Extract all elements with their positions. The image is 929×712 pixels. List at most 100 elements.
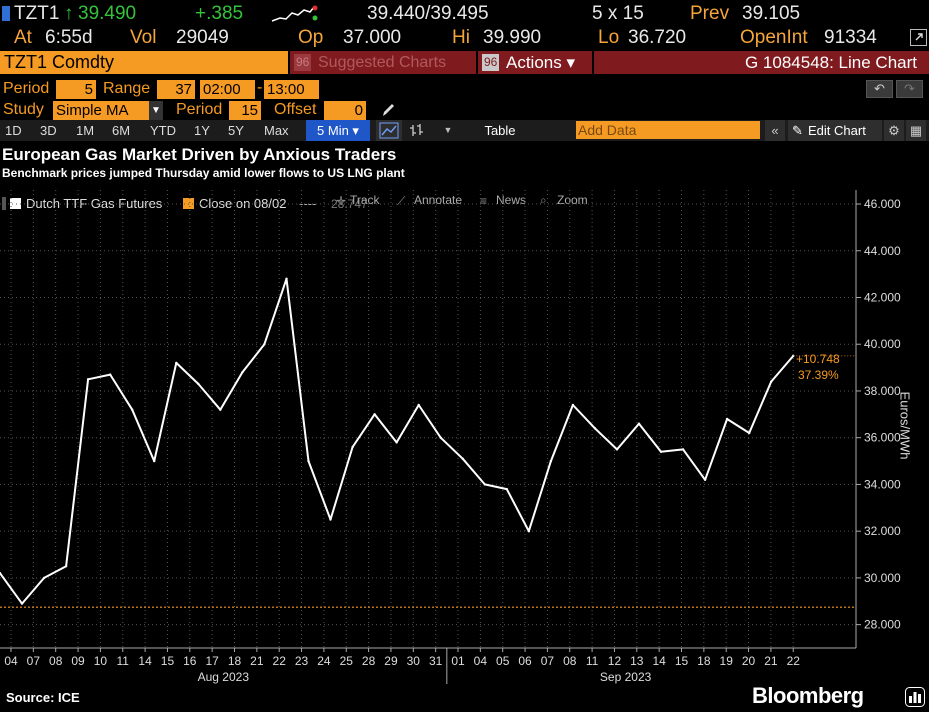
add-data-input[interactable]: Add Data: [576, 121, 760, 139]
range-button-1d[interactable]: 1D: [5, 123, 22, 138]
study-period-input[interactable]: 15: [229, 101, 261, 120]
range-button-5y[interactable]: 5Y: [228, 123, 244, 138]
suggested-num: 96: [294, 54, 312, 71]
series-line-dutch-ttf: [0, 277, 795, 605]
annotate-button[interactable]: Annotate: [414, 193, 463, 207]
line-chart-icon[interactable]: [376, 120, 402, 141]
range-start-input[interactable]: 02:00: [200, 80, 255, 99]
edit-chart-button[interactable]: ✎ Edit Chart: [788, 120, 882, 141]
chart-type-chevron-icon[interactable]: ▼: [443, 125, 453, 135]
zoom-button[interactable]: Zoom: [557, 193, 588, 207]
open-interest-value: 91334: [824, 27, 877, 48]
range-input[interactable]: 37: [157, 80, 195, 99]
news-button[interactable]: News: [496, 193, 527, 207]
redo-icon[interactable]: ↷: [896, 80, 923, 98]
period-label: Period: [3, 80, 50, 97]
settings-icon[interactable]: ⚙: [884, 120, 904, 141]
prev-label: Prev: [690, 3, 730, 24]
range-button-1y[interactable]: 1Y: [194, 123, 210, 138]
x-tick-label: 21: [764, 654, 778, 668]
legend-bar: Dutch TTF Gas Futures Close on 08/02 ---…: [0, 192, 600, 214]
y-tick-label: 44.000: [864, 244, 901, 258]
x-tick-label: 25: [340, 654, 354, 668]
series-label[interactable]: Dutch TTF Gas Futures: [26, 196, 163, 211]
grid-icon[interactable]: ▦: [906, 120, 926, 141]
series-point: [505, 487, 508, 491]
actions-menu[interactable]: 96 Actions ▾: [478, 51, 592, 74]
y-axis-title: Euros/MWh: [897, 391, 913, 460]
collapse-icon[interactable]: «: [765, 120, 785, 141]
quote-row-2: At 6:55d Vol 29049 Op 37.000 Hi 39.990 L…: [0, 26, 929, 49]
open-value: 37.000: [343, 27, 402, 48]
series-point: [263, 343, 266, 346]
x-tick-label: 08: [49, 654, 63, 668]
series-point: [42, 576, 46, 580]
series-point: [483, 483, 486, 486]
series-point: [748, 431, 751, 435]
series-point: [219, 408, 222, 411]
range-button-max[interactable]: Max: [264, 123, 289, 138]
x-tick-label: 09: [71, 654, 85, 668]
x-tick-label: 07: [27, 654, 41, 668]
series-point: [770, 380, 773, 383]
net-change: +.385: [195, 3, 244, 24]
low-label: Lo: [598, 27, 620, 48]
low-value: 36.720: [628, 27, 687, 48]
study-select[interactable]: Simple MA ▼: [53, 101, 163, 120]
close-label[interactable]: Close on 08/02: [199, 196, 287, 211]
series-point: [439, 436, 442, 439]
range-button-1m[interactable]: 1M: [76, 123, 95, 138]
period-input[interactable]: 5: [56, 80, 96, 99]
series-point: [285, 277, 288, 280]
bid-ask: 39.440/39.495: [367, 3, 489, 24]
news-icon: ≡: [480, 194, 488, 208]
range-end-input[interactable]: 13:00: [264, 80, 319, 99]
study-value: Simple MA: [56, 102, 129, 119]
zoom-icon: ⌕: [540, 193, 547, 207]
function-title: G 1084548: Line Chart: [594, 51, 929, 74]
x-tick-label: 30: [407, 654, 421, 668]
offset-input[interactable]: 0: [324, 101, 366, 120]
x-tick-label: 05: [496, 654, 510, 668]
up-arrow-icon: ↑: [64, 3, 74, 24]
x-tick-label: 18: [697, 654, 711, 668]
series-point: [0, 572, 2, 575]
x-tick-label: 10: [94, 654, 108, 668]
series-point: [703, 478, 707, 481]
x-tick-label: 28: [362, 654, 376, 668]
table-button[interactable]: Table: [484, 123, 516, 138]
undo-icon[interactable]: ↶: [866, 80, 893, 98]
close-swatch: [183, 198, 194, 209]
high-label: Hi: [452, 27, 470, 48]
ticker[interactable]: TZT1: [14, 3, 60, 24]
x-tick-label: 21: [250, 654, 264, 668]
y-tick-label: 38.000: [864, 384, 901, 398]
y-tick-label: 40.000: [864, 337, 901, 351]
series-layer: [0, 277, 856, 605]
chart-toolbar: 1D 3D 1M 6M YTD 1Y 5Y Max 5 Min ▾ ▼ Table Add D…: [0, 120, 929, 141]
range-button-ytd[interactable]: YTD: [150, 123, 176, 138]
series-point: [86, 378, 90, 381]
suggested-charts-button[interactable]: 96 Suggested Charts: [290, 51, 476, 74]
track-button[interactable]: Track: [350, 193, 380, 207]
price-chart[interactable]: 28.000 30.000 32.000 34.000 36.000 38.000 40.0…: [0, 184, 929, 684]
series-point: [527, 530, 530, 533]
percent-annotation: 37.39%: [798, 368, 839, 382]
chart-badge-icon: [905, 687, 925, 707]
y-tick-label: 34.000: [864, 477, 901, 491]
popout-icon[interactable]: [910, 29, 927, 46]
source-note: Source: ICE: [6, 690, 80, 705]
bar-chart-icon[interactable]: [404, 120, 430, 141]
security-field[interactable]: TZT1 Comdty: [0, 51, 288, 74]
pencil-icon[interactable]: [380, 101, 396, 119]
range-dash: -: [257, 79, 263, 96]
last-price: 39.490: [78, 3, 137, 24]
range-button-6m[interactable]: 6M: [112, 123, 131, 138]
month-label: Aug 2023: [198, 670, 250, 684]
y-tick-label: 36.000: [864, 431, 901, 445]
range-button-3d[interactable]: 3D: [40, 123, 57, 138]
interval-select[interactable]: 5 Min ▾: [306, 120, 370, 141]
series-point: [725, 417, 729, 421]
ticker-marker: [2, 6, 10, 21]
series-point: [461, 457, 464, 460]
